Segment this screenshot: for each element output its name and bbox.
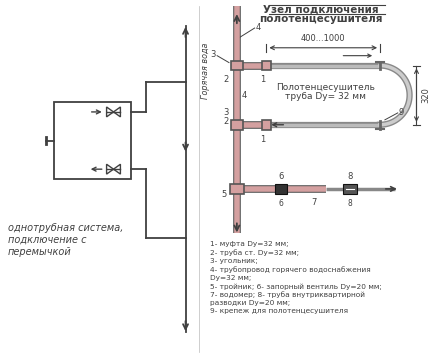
Bar [230, 184, 244, 194]
Text: полотенцесушителя: полотенцесушителя [259, 14, 383, 24]
Text: 5- тройник; 6- запорный вентиль Dy=20 мм;: 5- тройник; 6- запорный вентиль Dy=20 мм… [210, 283, 382, 290]
Text: Горячая вода: Горячая вода [201, 42, 210, 99]
Text: 9: 9 [399, 108, 404, 118]
Text: 3: 3 [211, 50, 216, 59]
Text: 4: 4 [242, 91, 247, 100]
Text: 3- угольник;: 3- угольник; [210, 258, 258, 264]
Text: 2- труба ст. Dy=32 мм;: 2- труба ст. Dy=32 мм; [210, 250, 299, 256]
Bar [344, 184, 357, 194]
Text: 8: 8 [348, 172, 353, 181]
Bar [231, 120, 243, 130]
Text: 7: 7 [311, 198, 316, 207]
Text: 320: 320 [421, 87, 430, 103]
Text: 4: 4 [255, 23, 261, 32]
Text: 9- крепеж для полотенцесушителя: 9- крепеж для полотенцесушителя [210, 308, 348, 314]
Text: разводки Dy=20 мм;: разводки Dy=20 мм; [210, 300, 290, 306]
Bar [231, 61, 243, 71]
Text: 4- трубопровод горячего водоснабжения: 4- трубопровод горячего водоснабжения [210, 266, 371, 273]
Bar [261, 61, 271, 71]
Text: 5: 5 [222, 190, 227, 199]
Text: 1- муфта Dy=32 мм;: 1- муфта Dy=32 мм; [210, 241, 289, 247]
Text: 1: 1 [260, 75, 265, 84]
Text: 6: 6 [279, 199, 284, 208]
Text: однотрубная система,
подключение с
перемычкой: однотрубная система, подключение с перем… [8, 223, 123, 257]
Bar [261, 120, 271, 130]
Text: Полотенцесушитель: Полотенцесушитель [276, 83, 375, 92]
Text: 7- водомер; 8- труба внутриквартирной: 7- водомер; 8- труба внутриквартирной [210, 292, 365, 298]
Text: 3: 3 [224, 108, 229, 118]
Text: 2: 2 [224, 75, 229, 84]
Text: 8: 8 [348, 199, 353, 208]
Text: 2: 2 [224, 117, 229, 126]
Text: 400...1000: 400...1000 [301, 34, 346, 43]
Bar [54, 102, 131, 179]
Text: труба Dy= 32 мм: труба Dy= 32 мм [285, 92, 366, 101]
Text: 1: 1 [260, 135, 265, 144]
Text: Dy=32 мм;: Dy=32 мм; [210, 275, 252, 281]
Bar [275, 184, 287, 194]
Text: Узел подключения: Узел подключения [263, 4, 378, 14]
Text: 6: 6 [279, 172, 284, 181]
